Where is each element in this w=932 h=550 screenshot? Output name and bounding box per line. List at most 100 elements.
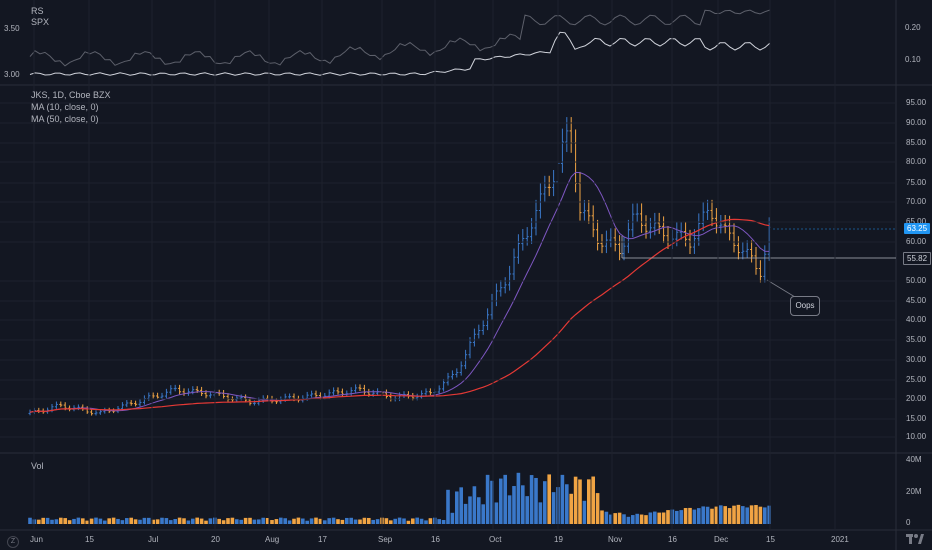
volume-bar <box>309 518 314 524</box>
volume-bar <box>626 516 631 524</box>
rs-title: RS <box>31 6 44 16</box>
volume-bar <box>239 519 243 524</box>
vol-tick-20m: 20M <box>906 487 922 496</box>
volume-bar <box>472 486 477 524</box>
volume-bar <box>428 518 433 524</box>
ma50-legend[interactable]: MA (50, close, 0) <box>31 114 99 124</box>
volume-bar <box>76 517 81 524</box>
volume-bar <box>274 519 279 524</box>
rs-line <box>29 31 771 76</box>
time-tick: Aug <box>265 535 280 544</box>
volume-bar <box>411 518 415 524</box>
vol-tick-40m: 40M <box>906 455 922 464</box>
volume-bar <box>450 512 455 524</box>
volume-bar <box>644 515 648 524</box>
time-tick: Sep <box>378 535 393 544</box>
ma10-line <box>29 171 770 413</box>
symbol-title[interactable]: JKS, 1D, Cboe BZX <box>31 90 111 100</box>
volume-bar <box>353 519 358 524</box>
volume-bar <box>186 520 191 524</box>
price-tick: 60.00 <box>906 237 927 246</box>
volume-bar <box>688 507 692 524</box>
volume-bar <box>147 517 151 524</box>
volume-bar <box>279 517 283 524</box>
volume-bar <box>89 518 94 524</box>
price-tick: 65.00 <box>906 217 927 226</box>
volume-bar <box>98 518 103 524</box>
volume-bar <box>635 513 639 524</box>
price-tick: 75.00 <box>906 178 927 187</box>
volume-bar <box>164 518 169 524</box>
volume-bar <box>28 517 32 524</box>
volume-bar <box>397 517 402 524</box>
last-price-tag: 63.25 <box>904 223 931 234</box>
oops-annotation[interactable]: Oops <box>790 296 820 316</box>
price-tick: 90.00 <box>906 118 927 127</box>
vol-tick-0: 0 <box>906 518 911 527</box>
level-price-tag: 55.82 <box>903 252 932 265</box>
volume-bar <box>37 519 41 524</box>
volume-bar <box>675 510 679 524</box>
price-tick: 20.00 <box>906 394 927 403</box>
volume-bar <box>318 518 323 524</box>
volume-bar <box>173 518 177 524</box>
volume-bar <box>230 517 235 524</box>
volume-bar <box>389 520 393 524</box>
price-tick: 25.00 <box>906 375 927 384</box>
volume-bar <box>661 512 666 524</box>
price-tick: 50.00 <box>906 276 927 285</box>
volume-bar <box>609 514 613 524</box>
volume-bar <box>692 509 697 524</box>
volume-bar <box>191 518 195 524</box>
volume-bar <box>199 518 204 524</box>
volume-bar <box>622 514 626 524</box>
volume-bar <box>358 519 362 524</box>
volume-bar <box>81 518 85 524</box>
volume-bar <box>393 518 397 524</box>
volume-title: Vol <box>31 461 44 471</box>
volume-bar <box>265 518 270 524</box>
volume-bar <box>169 520 173 524</box>
volume-bar <box>525 496 529 524</box>
volume-bar <box>648 512 653 524</box>
volume-bar <box>155 519 160 524</box>
volume-bar <box>653 511 657 524</box>
volume-bar <box>591 476 595 524</box>
volume-bar <box>142 517 147 524</box>
volume-bar <box>710 508 714 524</box>
oops-pointer <box>766 279 796 298</box>
ma10-legend[interactable]: MA (10, close, 0) <box>31 102 99 112</box>
volume-bar <box>732 505 736 524</box>
volume-bar <box>72 518 76 524</box>
volume-bar <box>243 517 248 524</box>
volume-bar <box>582 500 587 524</box>
volume-bar <box>103 520 107 524</box>
volume-bar <box>578 479 582 524</box>
rs-subtitle: SPX <box>31 17 50 27</box>
volume-bar <box>292 518 296 524</box>
volume-bar <box>375 519 380 524</box>
volume-bar <box>683 508 688 524</box>
volume-bar <box>538 502 543 524</box>
volume-bar <box>705 506 710 524</box>
volume-bar <box>543 481 547 524</box>
volume-bar <box>63 518 67 524</box>
volume-bar <box>569 493 573 524</box>
time-tick: 2021 <box>831 535 849 544</box>
volume-bar <box>573 476 578 524</box>
volume-bar <box>314 517 318 524</box>
volume-bar <box>54 519 59 524</box>
volume-bar <box>160 517 164 524</box>
volume-bar <box>639 514 644 524</box>
volume-bar <box>701 506 705 524</box>
volume-bar <box>235 519 239 524</box>
volume-bar <box>679 510 683 524</box>
timezone-icon[interactable]: Z <box>7 536 19 548</box>
volume-bar <box>754 505 758 524</box>
volume-bar <box>617 512 622 524</box>
price-tick: 45.00 <box>906 296 927 305</box>
volume-bar <box>565 484 569 524</box>
time-tick: 16 <box>431 535 440 544</box>
price-tick: 70.00 <box>906 197 927 206</box>
